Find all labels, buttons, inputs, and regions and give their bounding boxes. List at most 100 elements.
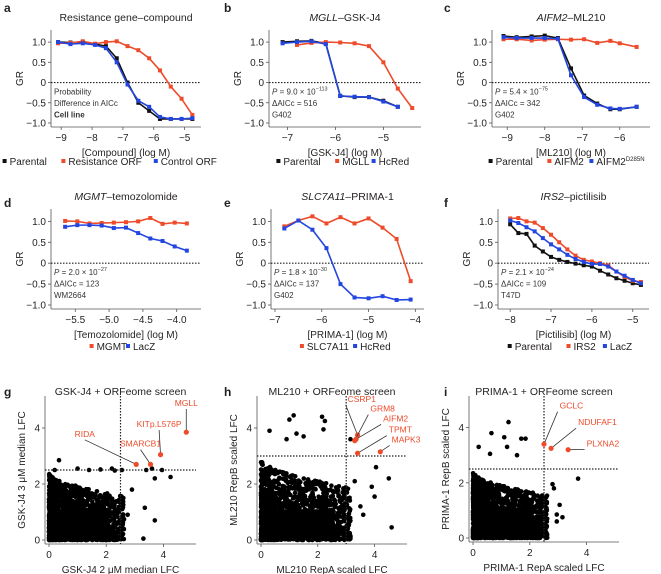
data-point — [501, 37, 506, 42]
scatter-outlier — [159, 467, 165, 473]
y-tick-label: 1.0 — [32, 217, 46, 228]
scatter-point — [92, 492, 97, 497]
scatter-point — [303, 480, 308, 486]
data-point — [555, 36, 560, 41]
legend-item: AIFM2D285N — [596, 157, 644, 168]
series-line-hcred — [283, 219, 411, 301]
y-tick-label: 0 — [246, 536, 252, 547]
scatter-point — [306, 482, 312, 488]
scatter-point — [300, 502, 306, 508]
legend-label: LacZ — [610, 342, 632, 353]
chart-title: MGLL–GSK-J4 — [309, 12, 380, 24]
scatter-point — [490, 498, 496, 504]
legend-item: LacZ — [610, 342, 632, 353]
legend-label: IRS2 — [574, 342, 597, 353]
data-point — [565, 247, 570, 252]
legend-label: Parental — [283, 157, 320, 168]
data-point — [557, 247, 562, 252]
data-point — [323, 42, 328, 47]
scatter-point — [326, 502, 332, 508]
scatter-point — [313, 486, 318, 492]
data-point — [595, 40, 600, 45]
data-point — [573, 261, 578, 266]
y-tick-label: 2 — [458, 478, 464, 489]
y-axis-label: GR — [233, 71, 244, 86]
scatter-point — [498, 486, 504, 491]
x-tick-label: −6 — [586, 315, 598, 326]
chart-title-gene: MGMT — [74, 191, 108, 203]
scatter-point — [471, 484, 477, 489]
scatter-point — [478, 482, 483, 487]
data-point — [529, 38, 534, 43]
p-value-text: = 2.1 × 10 — [506, 268, 545, 277]
hit-label: MAPK3 — [392, 434, 421, 444]
scatter-point — [518, 489, 524, 494]
data-point — [114, 60, 119, 65]
x-tick-label: −9 — [55, 133, 67, 144]
scatter-point — [275, 501, 280, 506]
y-tick-label: 1.0 — [250, 38, 264, 49]
data-point — [338, 282, 343, 287]
cell-line-annotation: T47D — [501, 291, 521, 300]
legend-label: HcRed — [379, 157, 410, 168]
p-value-text: = 9.0 × 10 — [277, 88, 316, 97]
scatter-point — [337, 514, 343, 519]
scatter-outlier — [319, 414, 325, 420]
data-point — [338, 40, 343, 45]
scatter-point — [535, 535, 540, 541]
scatter-point — [475, 491, 481, 497]
data-point — [63, 218, 68, 223]
legend: Parental MGLL HcRed — [276, 157, 409, 168]
scatter-point — [308, 496, 313, 502]
scatter-point — [530, 490, 536, 495]
data-point — [501, 35, 506, 40]
scatter-outlier — [321, 427, 326, 432]
chart-title-gene: SLC7A11 — [301, 191, 345, 203]
y-tick-label: 1.0 — [473, 38, 487, 49]
scatter-point — [77, 496, 82, 502]
aicc-annotation: ΔAICc = 123 — [54, 280, 100, 289]
data-point — [172, 220, 177, 225]
hit-point — [133, 461, 139, 467]
x-tick-label: 0 — [258, 550, 264, 561]
y-axis-label: GR — [462, 252, 473, 267]
panel-label: h — [224, 385, 231, 399]
scatter-point — [87, 503, 93, 509]
data-point — [408, 279, 413, 284]
scatter-point — [273, 490, 279, 496]
scatter-point — [340, 503, 345, 508]
scatter-point — [288, 503, 293, 509]
data-point — [310, 227, 315, 232]
scatter-outlier — [125, 512, 130, 518]
scatter-point — [536, 515, 541, 521]
p-symbol: P — [272, 88, 278, 97]
scatter-point — [269, 488, 275, 494]
data-point — [524, 225, 529, 230]
y-tick-label: 0 — [34, 536, 40, 547]
y-tick-label: 0.5 — [32, 238, 46, 249]
chart-title: ML210 + ORFeome screen — [269, 386, 396, 398]
x-tick-label: −5 — [363, 315, 375, 326]
data-point — [103, 40, 108, 45]
scatter-point — [261, 492, 267, 498]
scatter-point — [323, 480, 329, 486]
y-tick-label: −1.0 — [244, 119, 264, 130]
cell-line-annotation: WM2664 — [54, 291, 87, 300]
hit-leader-line — [140, 449, 151, 465]
panel-d: d MGMT–temozolomide−1.0−0.500.51.0−5.5 −5.… — [4, 191, 201, 353]
scatter-outlier — [554, 512, 560, 517]
y-tick-label: 2 — [246, 480, 252, 491]
data-point — [136, 100, 141, 105]
legend-label: SLC7A11 — [307, 342, 350, 353]
data-point — [589, 262, 594, 267]
scatter-point — [481, 497, 486, 503]
data-point — [282, 226, 287, 231]
cell-line-annotation: G402 — [495, 111, 515, 120]
data-point — [532, 220, 537, 225]
scatter-point — [120, 502, 126, 507]
scatter-outlier — [501, 434, 507, 440]
data-point — [124, 220, 128, 225]
data-point — [179, 96, 184, 101]
scatter-point — [69, 483, 75, 489]
